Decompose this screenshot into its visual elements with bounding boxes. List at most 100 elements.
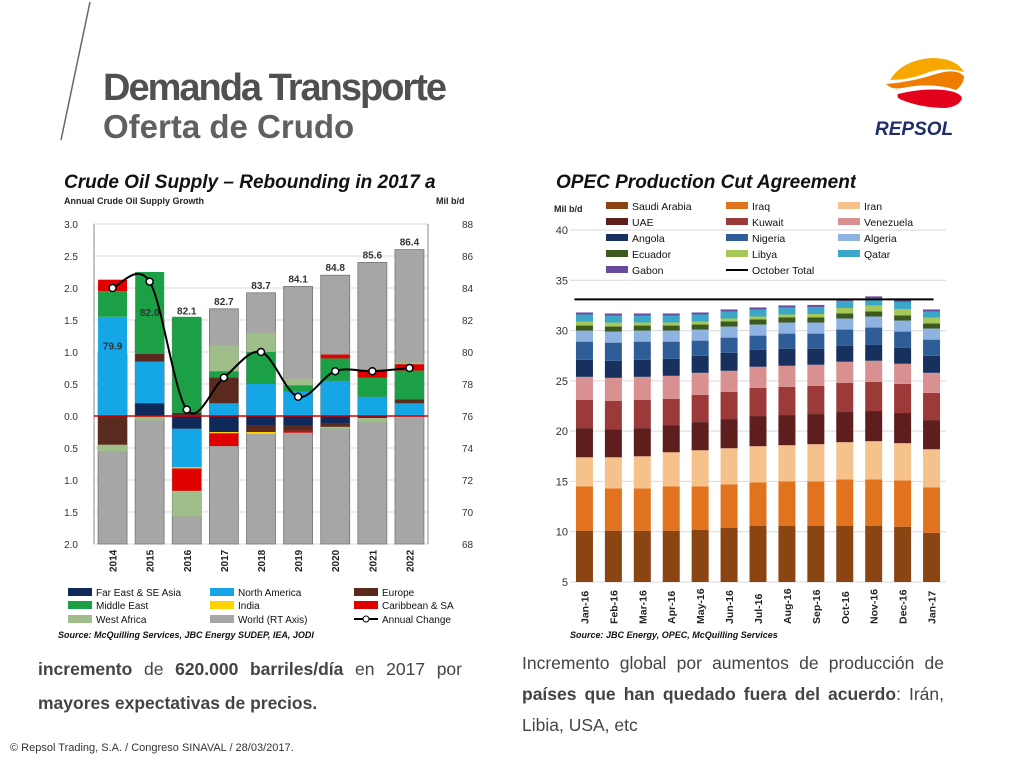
chart1-legend-label: Annual Change <box>382 615 451 626</box>
chart2-x-tick-label: Nov-16 <box>869 589 881 624</box>
chart2-stack-segment <box>691 321 709 325</box>
chart2-legend-swatch <box>606 218 628 225</box>
chart2-stack-segment <box>604 400 622 430</box>
chart2-x-tick-label: Mar-16 <box>637 590 649 624</box>
chart1-stack-segment <box>246 384 276 416</box>
chart1-annual-change-point <box>293 392 303 402</box>
chart2-stack-segment <box>836 525 854 582</box>
chart2-stack-segment <box>633 376 651 400</box>
chart1-stack-segment <box>246 432 276 434</box>
chart2-stack-segment <box>691 450 709 487</box>
chart2-stack-segment <box>633 313 651 316</box>
chart1-legend-label: India <box>238 601 260 612</box>
chart2-stack-segment <box>865 479 883 526</box>
chart2-stack-segment <box>604 377 622 401</box>
text-right: Incremento global por aumentos de produc… <box>522 648 944 741</box>
text-right-part-2: : Irán, Libia, USA, etc <box>522 684 944 735</box>
chart1-world-label: 79.9 <box>103 342 123 353</box>
chart2-legend-label: UAE <box>632 217 654 229</box>
chart2-stack-segment <box>691 422 709 451</box>
chart2-stack-segment <box>923 532 941 582</box>
chart2-legend-label: Kuwait <box>752 217 784 229</box>
text-left: incremento de 620.000 barriles/día en 20… <box>38 652 462 720</box>
chart2-stack-segment <box>633 530 651 582</box>
chart2-stack-segment <box>749 335 767 350</box>
chart2-stack-segment <box>778 348 796 366</box>
chart2-stack-segment <box>633 322 651 326</box>
chart2-stack-segment <box>604 315 622 323</box>
chart2-stack-segment <box>778 415 796 446</box>
chart2-stack-segment <box>807 525 825 582</box>
chart2-legend-label: Ecuador <box>632 249 672 261</box>
page-subtitle: Oferta de Crudo <box>103 108 355 145</box>
chart2-stack-segment <box>807 333 825 349</box>
chart2-stack-segment <box>923 420 941 450</box>
chart2-stack-segment <box>923 328 941 340</box>
chart1-plot: 3.0 2.5 2.0 1.5 1.0 0.5 0.0 0.5 1.0 1.5 2.0 88 86 84 8… <box>64 220 474 626</box>
chart2-stack-segment <box>749 387 767 417</box>
chart2-x-tick-label: Jul-16 <box>753 593 765 624</box>
chart2-stack-segment <box>807 348 825 365</box>
chart2-stack-segment <box>691 355 709 373</box>
chart2-legend-label: Saudi Arabia <box>632 201 692 213</box>
chart1-world-label: 83.7 <box>251 281 271 292</box>
chart1-legend-swatch <box>68 615 92 623</box>
text-right-part-0: Incremento global por aumentos de produc… <box>522 653 944 673</box>
chart2-legend-swatch <box>606 266 628 273</box>
chart1-stack-segment <box>320 380 350 416</box>
chart2-stack-segment <box>836 479 854 526</box>
chart1-y-tick-label: 1.0 <box>64 476 78 487</box>
chart2-stack-segment <box>633 325 651 331</box>
chart2-stack-segment <box>778 445 796 482</box>
chart2-stack-segment <box>662 530 680 582</box>
chart1-legend-label: West Africa <box>96 615 147 626</box>
chart2-y-tick-label: 5 <box>562 577 568 589</box>
chart2-stack-segment <box>923 372 941 393</box>
chart1-annual-change-point <box>330 366 340 376</box>
chart1-stack-segment <box>98 444 128 452</box>
chart2-x-tick-label: Sep-16 <box>811 589 823 624</box>
chart1-stack-segment <box>98 316 128 416</box>
text-right-part-1: países que han quedado fuera del acuerdo <box>522 684 897 704</box>
chart1-stack-segment <box>172 468 202 491</box>
chart1-title: Crude Oil Supply – Rebounding in 2017 a <box>64 172 436 193</box>
chart2-stack-segment <box>894 413 912 444</box>
chart2-stack-segment <box>749 446 767 483</box>
chart2-legend-swatch <box>838 218 860 225</box>
chart1-y2-tick-label: 70 <box>462 508 474 519</box>
chart2-legend-label: Angola <box>632 233 665 245</box>
chart1-legend-marker <box>362 615 370 623</box>
chart2-stack-segment <box>604 360 622 378</box>
chart1-stack-segment <box>98 291 128 317</box>
chart1-stack-segment <box>246 352 276 384</box>
text-left-part-2: 620.000 barriles/día <box>175 659 344 679</box>
chart2-stack-segment <box>575 312 593 315</box>
chart1-y-tick-label: 1.0 <box>64 348 78 359</box>
chart2-legend-label: Iraq <box>752 201 770 213</box>
chart1-stack-segment <box>283 385 313 392</box>
chart1-stack-segment <box>357 377 387 397</box>
chart1-stack-segment <box>283 425 313 431</box>
chart2-stack-segment <box>894 526 912 582</box>
page-title: Demanda Transporte <box>103 67 447 109</box>
logo-text: REPSOL <box>875 119 953 140</box>
chart2-stack-segment <box>720 484 738 528</box>
chart1-stack-segment <box>283 416 313 426</box>
chart2-stack-segment <box>894 301 912 309</box>
chart1-y2-tick-label: 68 <box>462 540 474 551</box>
chart2-stack-segment <box>807 313 825 318</box>
chart2-stack-segment <box>720 318 738 322</box>
chart2-stack-segment <box>778 322 796 334</box>
chart1-stack-segment <box>135 361 165 404</box>
chart2-stack-segment <box>575 530 593 582</box>
chart2-stack-segment <box>691 312 709 315</box>
chart1-legend-swatch <box>210 588 234 596</box>
chart2-stack-segment <box>575 321 593 326</box>
chart2-stack-segment <box>662 341 680 359</box>
text-left-part-4: mayores expectativas de precios. <box>38 693 318 713</box>
chart1-stack-segment <box>172 316 202 413</box>
chart2-stack-segment <box>604 530 622 582</box>
chart2-stack-segment <box>749 316 767 320</box>
chart2-y-tick-label: 35 <box>556 275 568 287</box>
chart1-world-label: 82.0 <box>140 308 160 319</box>
